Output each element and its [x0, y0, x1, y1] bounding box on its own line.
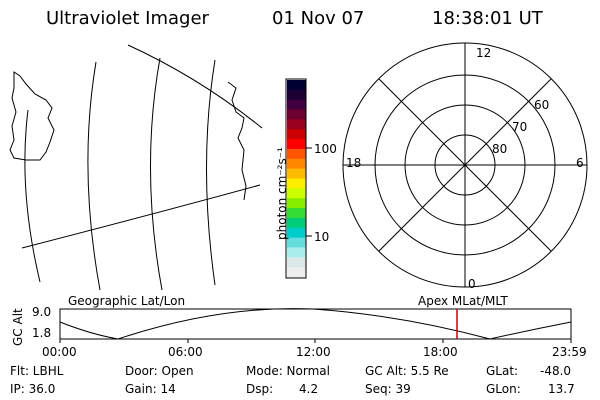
x-tick-label: 12:00	[296, 345, 331, 359]
polar-label-6: 6	[576, 156, 584, 170]
colorbar-band	[287, 257, 306, 268]
colorbar-band	[287, 237, 306, 248]
polar-label-70: 70	[512, 120, 528, 134]
x-tick-label: 23:59	[552, 345, 587, 359]
coastline	[9, 71, 55, 161]
meridian-line	[150, 57, 163, 291]
colorbar-band	[287, 217, 306, 229]
status-glon-value: 13.7	[548, 382, 575, 396]
status-mode: Mode: Normal	[246, 364, 330, 378]
polar-label-60: 60	[534, 98, 550, 112]
colorbar-band	[287, 247, 306, 258]
colorbar-band	[287, 99, 306, 111]
status-glat-value: -48.0	[540, 364, 572, 378]
colorbar-band	[287, 188, 306, 199]
parallel-line	[21, 184, 261, 249]
status-seq: Seq: 39	[365, 382, 411, 396]
colorbar-band	[287, 198, 306, 209]
colorbar-band	[287, 158, 306, 170]
meridian-line	[24, 109, 41, 283]
polar-label-80: 80	[492, 142, 508, 156]
x-tick-label: 00:00	[42, 345, 77, 359]
status-ip: IP: 36.0	[10, 382, 56, 396]
date-label: 01 Nov 07	[272, 8, 365, 29]
polar-label-12: 12	[476, 46, 492, 60]
mlt-line-diag	[378, 78, 552, 252]
coastline	[227, 81, 247, 201]
timeline-axis-name: GC Alt	[11, 308, 25, 346]
colorbar-band	[287, 139, 306, 150]
colorbar-band	[287, 168, 306, 179]
colorbar-band	[287, 178, 306, 189]
altitude-curve	[59, 308, 572, 340]
app-title: Ultraviolet Imager	[46, 8, 209, 29]
colorbar-tick-10: 10	[314, 230, 330, 244]
meridian-line	[87, 61, 101, 291]
status-filter: Flt: LBHL	[10, 364, 64, 378]
timeline-left-title: Geographic Lat/Lon	[68, 294, 186, 308]
meridian-line	[206, 59, 216, 286]
status-gain: Gain: 14	[125, 382, 176, 396]
colorbar-band	[287, 267, 306, 278]
parallel-line	[127, 44, 263, 129]
status-glat-label: GLat:	[486, 364, 519, 378]
colorbar-band	[287, 119, 306, 130]
timeline-y-bottom: 1.8	[32, 326, 52, 340]
colorbar-band	[287, 80, 306, 91]
time-label: 18:38:01 UT	[432, 8, 543, 29]
status-door: Door: Open	[125, 364, 194, 378]
colorbar-band	[287, 109, 306, 120]
status-dsp-label: Dsp:	[246, 382, 274, 396]
x-tick-label: 06:00	[168, 345, 203, 359]
timeline-right-title: Apex MLat/MLT	[418, 294, 508, 308]
status-glon-label: GLon:	[486, 382, 521, 396]
timeline-y-top: 9.0	[32, 305, 52, 319]
colorbar-band	[287, 129, 306, 140]
polar-label-18: 18	[346, 156, 362, 170]
status-dsp-value: 4.2	[299, 382, 319, 396]
colorbar-band	[287, 208, 306, 219]
colorbar-band	[287, 89, 306, 101]
status-gc-alt: GC Alt: 5.5 Re	[365, 364, 449, 378]
x-tick-label: 18:00	[423, 345, 458, 359]
polar-label-0: 0	[468, 277, 476, 291]
colorbar-band	[287, 227, 306, 239]
colorbar-tick-100: 100	[314, 142, 337, 156]
colorbar-band	[287, 148, 306, 160]
